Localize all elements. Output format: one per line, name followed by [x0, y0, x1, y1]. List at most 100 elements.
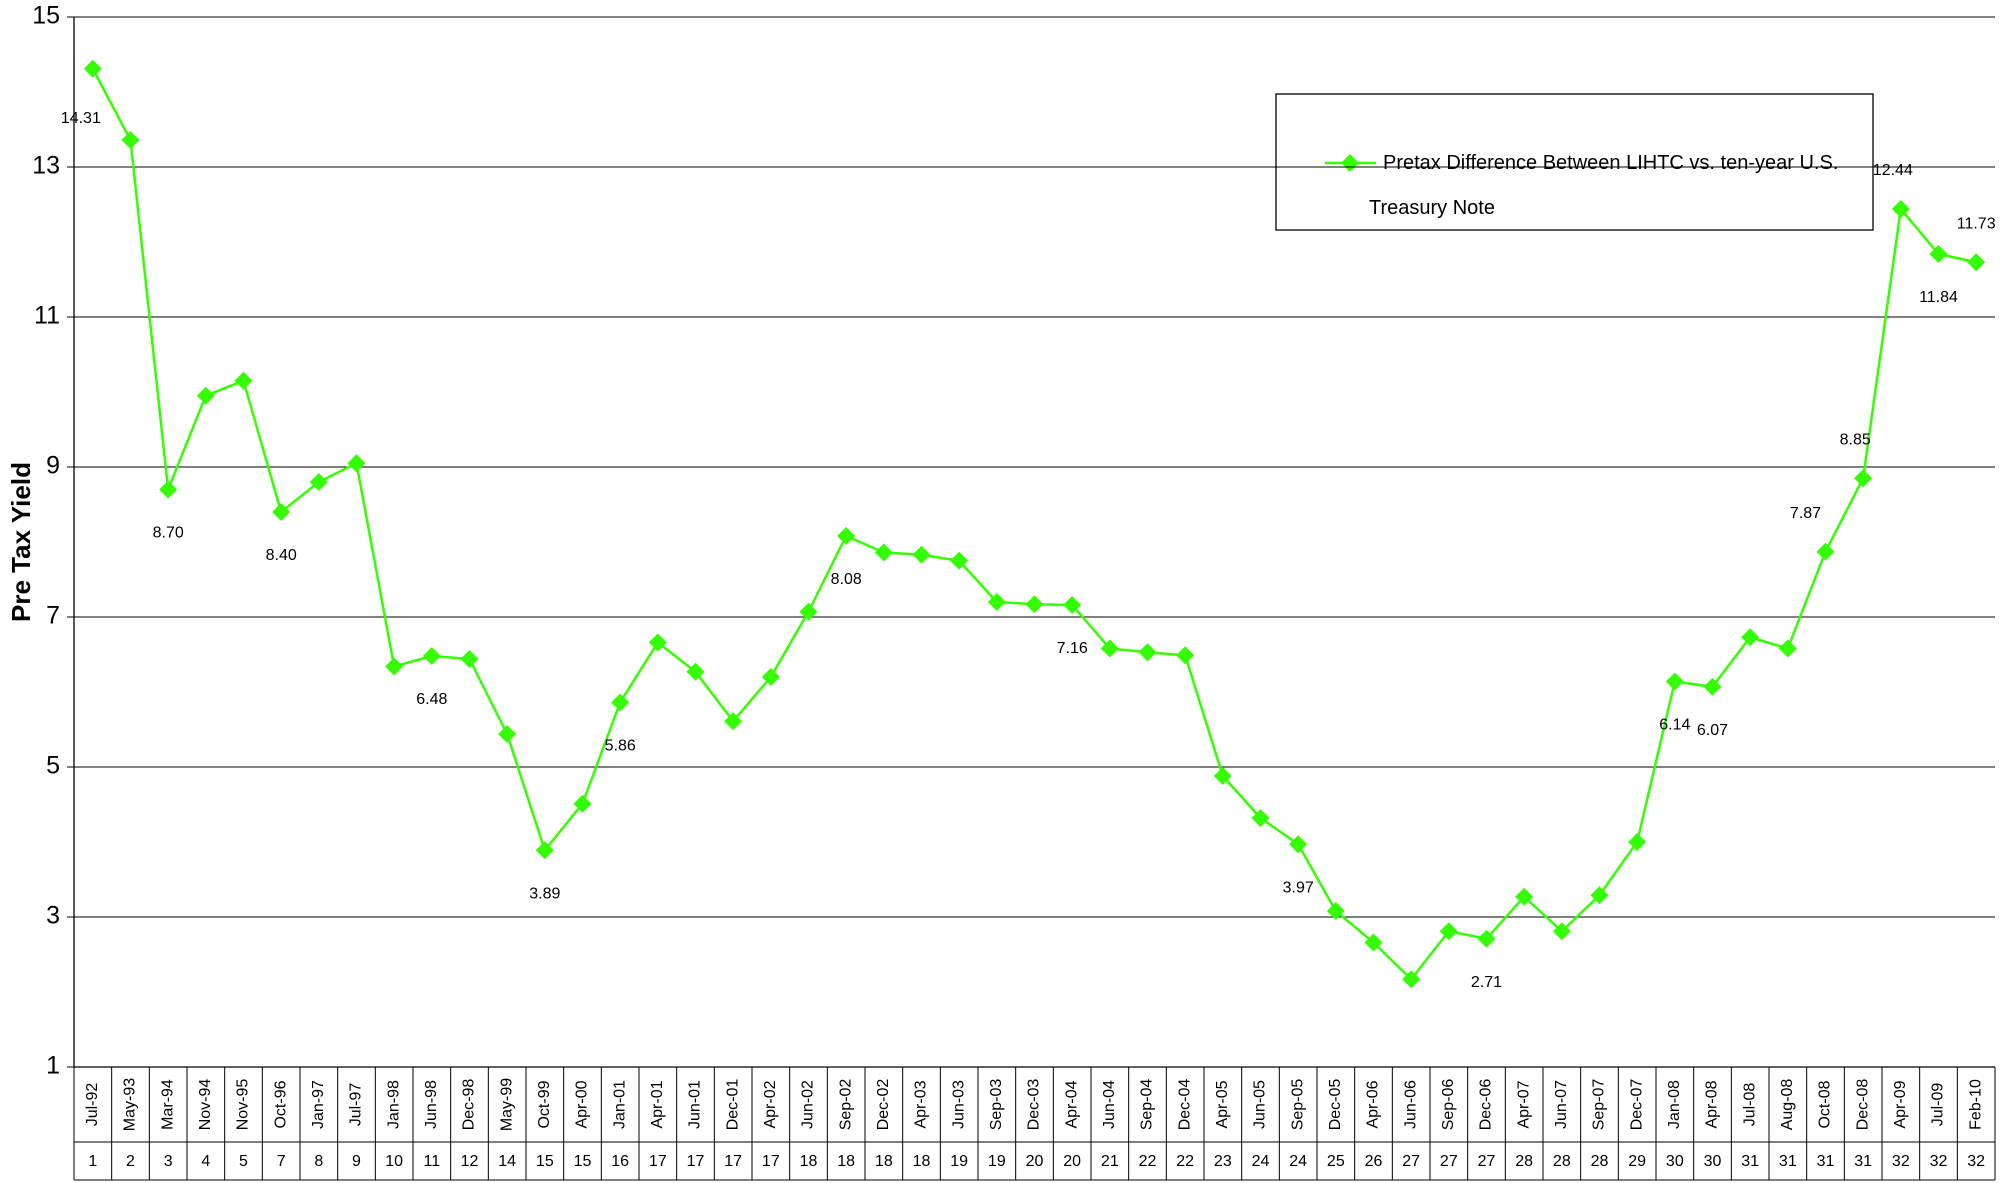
x-tick-label: Jun-06 [1402, 1080, 1419, 1129]
data-point [1967, 253, 1986, 272]
x-tick-sublabel: 8 [314, 1153, 323, 1170]
x-tick-sublabel: 10 [385, 1153, 403, 1170]
data-point [196, 386, 215, 405]
data-point [1477, 929, 1496, 948]
x-tick-sublabel: 17 [724, 1153, 742, 1170]
data-label: 12.44 [1873, 162, 1913, 179]
x-tick-sublabel: 15 [536, 1153, 554, 1170]
data-point [234, 371, 253, 390]
x-tick-sublabel: 16 [611, 1153, 629, 1170]
data-label: 8.40 [266, 547, 297, 564]
data-point [309, 473, 328, 491]
x-tick-sublabel: 24 [1252, 1153, 1270, 1170]
x-tick-sublabel: 27 [1478, 1153, 1496, 1170]
data-point [1251, 809, 1270, 827]
x-tick-label: Apr-07 [1515, 1080, 1532, 1128]
data-point [1891, 200, 1910, 218]
x-tick-label: Dec-02 [875, 1079, 892, 1131]
x-tick-sublabel: 5 [239, 1153, 248, 1170]
x-tick-sublabel: 29 [1628, 1153, 1646, 1170]
x-tick-sublabel: 22 [1139, 1153, 1157, 1170]
y-tick-label: 7 [46, 602, 60, 630]
x-tick-label: Jan-01 [611, 1080, 628, 1129]
data-point [1778, 639, 1797, 658]
data-point [498, 725, 517, 743]
data-label: 3.97 [1283, 879, 1314, 896]
x-tick-label: Apr-00 [574, 1080, 591, 1128]
data-point [724, 712, 743, 731]
data-label: 3.89 [529, 885, 560, 902]
x-tick-label: Jun-07 [1553, 1080, 1570, 1129]
data-label: 11.73 [1957, 215, 1996, 232]
legend-label: Pretax Difference Between LIHTC vs. ten-… [1369, 152, 1839, 219]
data-point [385, 657, 404, 676]
x-tick-label: Dec-03 [1026, 1079, 1043, 1131]
y-tick-label: 1 [46, 1052, 60, 1080]
x-tick-sublabel: 19 [988, 1153, 1006, 1170]
x-tick-sublabel: 28 [1515, 1153, 1533, 1170]
data-point [799, 602, 818, 621]
y-axis-label: Pre Tax Yield [6, 462, 36, 622]
x-tick-sublabel: 18 [875, 1153, 893, 1170]
y-tick-label: 3 [46, 902, 60, 930]
data-point [1703, 677, 1722, 696]
data-point [347, 454, 366, 473]
x-tick-sublabel: 20 [1063, 1153, 1081, 1170]
data-point [1213, 767, 1232, 785]
data-point [1364, 933, 1383, 952]
x-tick-sublabel: 31 [1741, 1153, 1759, 1170]
data-point [1176, 646, 1195, 665]
data-point [159, 480, 178, 499]
x-tick-label: Jun-02 [800, 1080, 817, 1129]
x-tick-sublabel: 11 [424, 1153, 441, 1170]
x-tick-sublabel: 30 [1704, 1153, 1722, 1170]
x-tick-label: Jul-92 [84, 1083, 101, 1127]
y-tick-label: 9 [46, 452, 60, 480]
x-tick-label: Apr-04 [1063, 1080, 1080, 1128]
x-tick-label: Sep-03 [988, 1079, 1005, 1131]
data-point [1929, 245, 1948, 263]
data-point [874, 543, 893, 562]
x-tick-label: Sep-05 [1289, 1079, 1306, 1131]
x-tick-label: Apr-06 [1365, 1080, 1382, 1128]
x-tick-sublabel: 18 [800, 1153, 818, 1170]
x-tick-label: Oct-99 [536, 1080, 553, 1128]
data-label: 8.85 [1840, 431, 1871, 448]
x-tick-sublabel: 18 [837, 1153, 855, 1170]
x-tick-sublabel: 30 [1666, 1153, 1684, 1170]
data-point [1552, 922, 1571, 941]
data-point [121, 131, 140, 149]
x-tick-sublabel: 32 [1892, 1153, 1910, 1170]
data-point [1590, 886, 1609, 905]
data-point [611, 693, 630, 712]
x-tick-sublabel: 22 [1176, 1153, 1194, 1170]
data-point [837, 527, 856, 545]
x-tick-sublabel: 32 [1930, 1153, 1948, 1170]
x-tick-sublabel: 1 [88, 1153, 97, 1170]
data-point [1289, 835, 1308, 854]
x-tick-sublabel: 20 [1026, 1153, 1044, 1170]
data-label: 11.84 [1919, 289, 1958, 306]
data-point [686, 662, 705, 681]
data-point [272, 503, 291, 521]
x-tick-label: Sep-02 [837, 1079, 854, 1131]
data-label: 5.86 [605, 738, 636, 755]
x-tick-label: Jul-08 [1741, 1083, 1758, 1127]
x-tick-sublabel: 25 [1327, 1153, 1345, 1170]
data-label: 6.14 [1659, 717, 1690, 734]
data-point [1100, 639, 1119, 658]
x-tick-sublabel: 3 [164, 1153, 173, 1170]
x-tick-sublabel: 23 [1214, 1153, 1232, 1170]
y-tick-label: 15 [32, 2, 60, 30]
data-point [460, 650, 479, 668]
x-tick-label: Sep-06 [1440, 1079, 1457, 1131]
data-point [761, 668, 780, 686]
x-tick-sublabel: 27 [1440, 1153, 1458, 1170]
x-tick-sublabel: 27 [1402, 1153, 1420, 1170]
x-tick-label: Sep-04 [1139, 1079, 1156, 1131]
data-point [912, 545, 931, 564]
x-tick-label: Jun-01 [687, 1080, 704, 1129]
x-tick-label: Dec-98 [461, 1079, 478, 1131]
x-tick-label: Apr-05 [1214, 1080, 1231, 1128]
